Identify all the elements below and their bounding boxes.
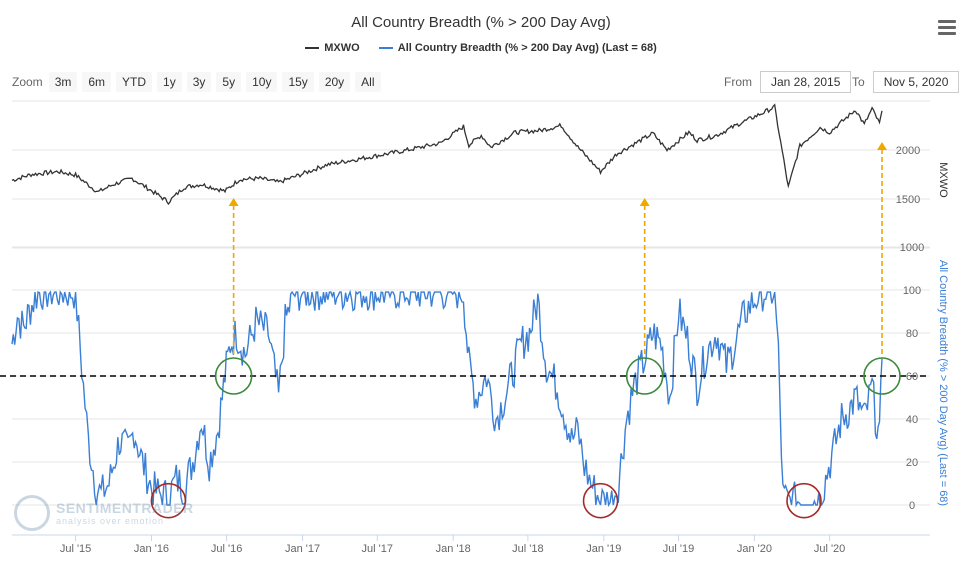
x-tick-label: Jan '20 — [737, 543, 772, 555]
y-axis-label-top: MXWO — [937, 162, 949, 198]
y-tick-label-bottom: 40 — [906, 414, 918, 426]
zoom-button-all[interactable]: All — [355, 72, 381, 92]
legend-item-mxwo[interactable]: MXWO — [305, 42, 360, 54]
x-tick-label: Jul '20 — [814, 543, 845, 555]
zoom-toolbar: Zoom 3m 6m YTD 1y 3y 5y 10y 15y 20y All — [12, 72, 386, 92]
watermark-tagline: analysis over emotion — [56, 516, 165, 526]
x-tick-label: Jul '18 — [512, 543, 543, 555]
x-tick-label: Jan '16 — [134, 543, 169, 555]
watermark-logo: SENTIMENTRADER analysis over emotion — [14, 495, 194, 531]
y-tick-label-bottom: 100 — [903, 285, 921, 297]
x-tick-label: Jul '15 — [60, 543, 91, 555]
to-date-input[interactable]: Nov 5, 2020 — [872, 71, 960, 93]
y-tick-label-top: 1500 — [896, 194, 920, 206]
red-circle-marker — [786, 482, 822, 519]
legend-label-mxwo: MXWO — [324, 42, 360, 54]
y-tick-label-bottom: 0 — [909, 500, 915, 512]
zoom-button-20y[interactable]: 20y — [318, 72, 351, 92]
zoom-button-3y[interactable]: 3y — [186, 72, 212, 92]
x-tick-label: Jan '18 — [436, 543, 471, 555]
from-label: From — [724, 75, 752, 89]
legend: MXWO All Country Breadth (% > 200 Day Av… — [0, 40, 962, 54]
zoom-button-5y[interactable]: 5y — [216, 72, 242, 92]
zoom-button-3m[interactable]: 3m — [48, 72, 78, 92]
arrow-head — [228, 198, 239, 206]
y-tick-label-bottom: 1000 — [900, 242, 924, 254]
y-tick-label-bottom: 80 — [906, 328, 918, 340]
from-date-input[interactable]: Jan 28, 2015 — [760, 71, 852, 93]
watermark-name: SENTIMENTRADER — [56, 500, 194, 516]
legend-label-breadth: All Country Breadth (% > 200 Day Avg) (L… — [397, 42, 657, 54]
watermark-icon — [14, 495, 50, 531]
zoom-button-1y[interactable]: 1y — [157, 72, 182, 92]
x-tick-label: Jul '19 — [663, 543, 694, 555]
arrow-head — [877, 142, 887, 150]
x-tick-label: Jul '17 — [362, 543, 393, 555]
zoom-button-15y[interactable]: 15y — [282, 72, 314, 92]
mxwo-series-line — [11, 103, 883, 206]
green-circle-marker — [214, 357, 253, 395]
legend-swatch-breadth — [378, 47, 393, 49]
zoom-button-ytd[interactable]: YTD — [116, 72, 153, 92]
green-circle-marker — [625, 357, 664, 395]
red-circle-marker — [150, 482, 187, 519]
hamburger-menu-icon[interactable] — [938, 20, 956, 36]
y-axis-label-bottom: All Country Breadth (% > 200 Day Avg) (L… — [937, 260, 949, 506]
breadth-series-line — [11, 289, 883, 508]
range-from: From Jan 28, 2015 — [724, 71, 852, 93]
range-to: To Nov 5, 2020 — [852, 71, 960, 93]
arrow-head — [639, 198, 650, 206]
x-tick-label: Jan '19 — [586, 543, 621, 555]
red-circle-marker — [582, 482, 619, 519]
chart-title: All Country Breadth (% > 200 Day Avg) — [351, 14, 611, 31]
zoom-label: Zoom — [12, 75, 43, 89]
zoom-button-10y[interactable]: 10y — [246, 72, 278, 92]
y-tick-label-bottom: 20 — [906, 457, 918, 469]
green-circle-marker — [863, 357, 901, 395]
legend-swatch-mxwo — [305, 47, 320, 49]
zoom-button-6m[interactable]: 6m — [82, 72, 112, 92]
y-tick-label-bottom: 60 — [906, 371, 918, 383]
legend-item-breadth[interactable]: All Country Breadth (% > 200 Day Avg) (L… — [378, 42, 657, 54]
x-tick-label: Jan '17 — [285, 543, 320, 555]
x-tick-label: Jul '16 — [211, 543, 242, 555]
y-tick-label-top: 2000 — [896, 145, 920, 157]
to-label: To — [852, 75, 865, 89]
